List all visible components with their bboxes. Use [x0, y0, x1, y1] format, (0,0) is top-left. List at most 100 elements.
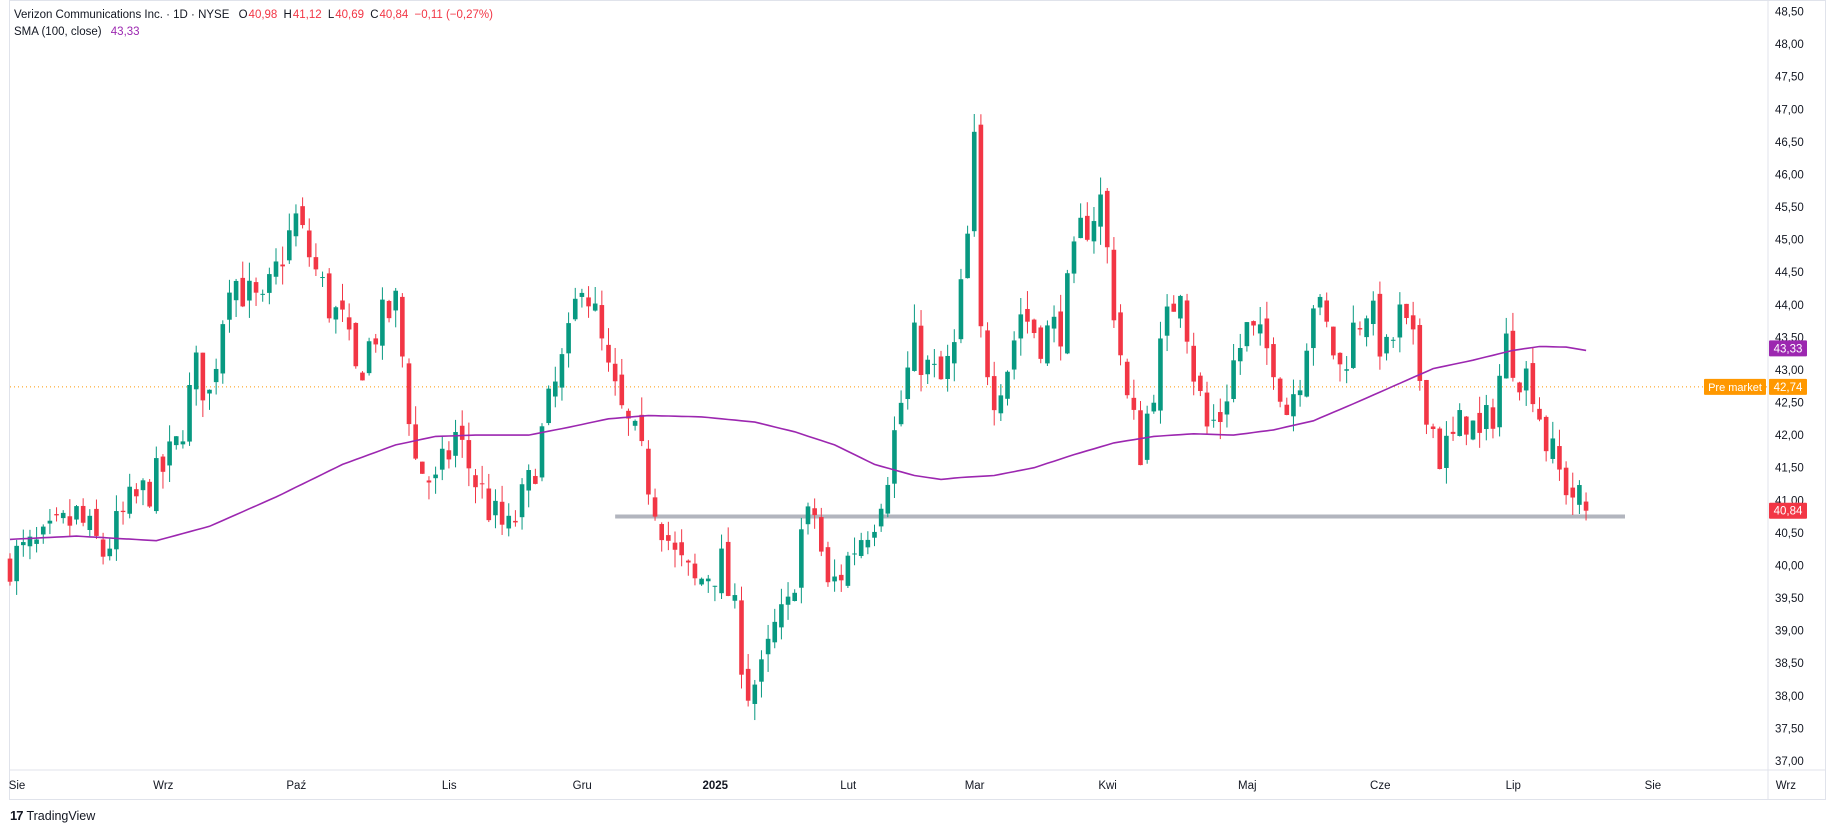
sma-line	[9, 345, 1587, 542]
candle-body	[1071, 241, 1077, 274]
candle	[1570, 472, 1576, 516]
candle	[1257, 306, 1263, 346]
candle-body	[74, 506, 79, 520]
candle	[240, 261, 246, 308]
candle-body	[287, 230, 292, 261]
tradingview-brand[interactable]: 17 TradingView	[10, 808, 95, 823]
candle	[759, 650, 764, 698]
candle	[1484, 394, 1489, 441]
candle-body	[1045, 325, 1050, 364]
candle-body	[1138, 410, 1143, 466]
candle	[719, 534, 724, 600]
candle	[1244, 321, 1250, 352]
candle	[433, 466, 438, 494]
candle-body	[247, 280, 252, 301]
candle-body	[380, 299, 385, 346]
candle	[313, 243, 319, 276]
candle-body	[60, 512, 66, 519]
price-axis[interactable]: 48,50 48,00 47,50 47,00 46,50 46,00 45,50 45,00…	[1775, 7, 1804, 768]
candle	[599, 290, 605, 351]
candle	[699, 577, 704, 586]
candle-body	[639, 414, 645, 442]
candle-body	[805, 506, 811, 525]
candle-body	[400, 296, 405, 357]
candle	[513, 510, 518, 527]
candle	[346, 303, 352, 341]
candle-body	[1158, 338, 1163, 411]
time-axis[interactable]: Sie Wrz Paź Lis Gru 2025 Lut Mar Kwi Maj Cze Lip Sie…	[9, 780, 1797, 792]
candle	[80, 498, 86, 527]
candle	[1311, 305, 1316, 366]
candle	[1304, 343, 1310, 398]
candle-body	[865, 539, 871, 548]
candle-body	[120, 510, 126, 513]
candle-body	[453, 432, 458, 456]
candle-body	[333, 307, 339, 320]
candle-body	[1178, 295, 1183, 319]
candle-body	[885, 484, 891, 514]
candle	[1404, 303, 1409, 325]
candle	[260, 289, 265, 302]
candle-body	[473, 475, 478, 488]
candle-body	[1457, 410, 1462, 436]
candle	[1357, 321, 1363, 336]
candle	[493, 489, 498, 529]
candle	[1151, 394, 1157, 414]
symbol-title[interactable]: Verizon Communications Inc. · 1D · NYSE	[14, 9, 230, 21]
candle	[812, 498, 817, 529]
candle	[193, 345, 199, 406]
candle	[1577, 480, 1582, 515]
candle	[140, 478, 146, 506]
price-tick-label: 42,50	[1775, 398, 1804, 410]
candle	[705, 574, 711, 593]
candle	[652, 488, 658, 521]
candle-body	[732, 595, 738, 601]
candle-body	[1124, 361, 1130, 396]
candle-body	[1184, 300, 1190, 342]
candle-body	[1503, 333, 1509, 379]
candle	[1351, 305, 1356, 370]
candle	[154, 446, 159, 514]
legend-main[interactable]: Verizon Communications Inc. · 1D · NYSE …	[14, 9, 502, 21]
candle-body	[845, 555, 851, 586]
candle	[1138, 400, 1143, 466]
candle	[87, 509, 93, 537]
candle	[745, 654, 751, 707]
price-tick-label: 38,50	[1775, 658, 1804, 670]
candle	[971, 114, 977, 237]
premarket-label-tag: Pre market	[1704, 378, 1766, 395]
candle	[280, 246, 285, 285]
candle-body	[326, 273, 332, 319]
candle-body	[393, 290, 398, 311]
candle	[420, 461, 425, 474]
candle-body	[233, 280, 239, 301]
candle-body	[1231, 360, 1236, 399]
candle	[752, 679, 758, 721]
candle-body	[273, 261, 279, 277]
legend-sma[interactable]: SMA (100, close) 43,33	[14, 26, 146, 38]
sma-price-tag-text: 43,33	[1774, 343, 1803, 355]
candle-body	[1517, 382, 1522, 393]
candle	[965, 225, 970, 279]
candle-body	[925, 359, 930, 375]
candle-body	[1284, 404, 1290, 415]
price-tick-label: 48,50	[1775, 7, 1804, 19]
candle	[21, 529, 26, 557]
candle-body	[1410, 315, 1416, 330]
premarket-price-tag-text: 42,74	[1774, 382, 1803, 394]
premarket-price-tag: 42,74	[1769, 378, 1807, 395]
candle-body	[439, 448, 445, 470]
candle-body	[686, 560, 691, 563]
candle	[1417, 318, 1423, 391]
candle-body	[1264, 318, 1270, 349]
candle-body	[1430, 426, 1436, 430]
candle-body	[1091, 221, 1097, 242]
candle	[1144, 405, 1150, 464]
price-tick-label: 45,00	[1775, 235, 1804, 247]
candle	[878, 503, 884, 532]
candle-body	[420, 461, 425, 474]
candle-body	[1530, 363, 1536, 405]
time-tick-label: Lis	[442, 780, 457, 792]
candle	[1344, 356, 1349, 384]
